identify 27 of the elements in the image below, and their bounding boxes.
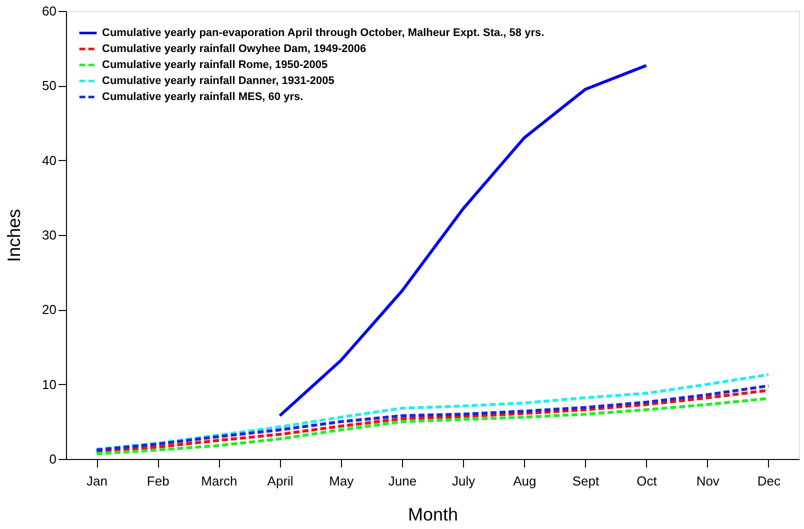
legend-label: Cumulative yearly rainfall MES, 60 yrs. — [102, 91, 304, 103]
legend-label: Cumulative yearly rainfall Rome, 1950-2005 — [102, 59, 328, 71]
legend-label: Cumulative yearly rainfall Owyhee Dam, 1949-2006 — [102, 43, 366, 55]
line-series — [95, 373, 770, 451]
x-tick-label: Aug — [513, 474, 536, 488]
x-tick-label: Sept — [572, 474, 600, 488]
y-tick-label: 60 — [42, 4, 56, 18]
x-tick-label: March — [201, 474, 238, 488]
y-tick-label: 30 — [42, 228, 56, 242]
x-tick-label: Nov — [696, 474, 720, 488]
legend-label: Cumulative yearly rainfall Danner, 1931-2005 — [102, 75, 334, 87]
x-axis-title: Month — [408, 504, 458, 524]
y-tick-label: 10 — [42, 376, 56, 392]
y-tick-label: 50 — [42, 78, 56, 94]
y-tick-label: 40 — [42, 152, 56, 168]
y-tick-label: 0 — [49, 452, 56, 466]
x-tick-label: June — [388, 474, 417, 488]
x-tick-label: Feb — [146, 474, 170, 488]
x-tick-label: Jan — [86, 474, 108, 488]
y-axis-title: Inches — [4, 208, 24, 262]
legend-label: Cumulative yearly pan-evaporation April through October, Malheur Expt. Sta., 58 yrs. — [102, 27, 544, 39]
x-tick-label: May — [329, 474, 354, 488]
y-tick-label: 20 — [42, 302, 56, 318]
x-tick-label: Dec — [757, 474, 782, 488]
x-tick-label: Oct — [636, 474, 658, 488]
x-tick-label: July — [452, 474, 476, 488]
x-tick-label: April — [267, 474, 294, 488]
